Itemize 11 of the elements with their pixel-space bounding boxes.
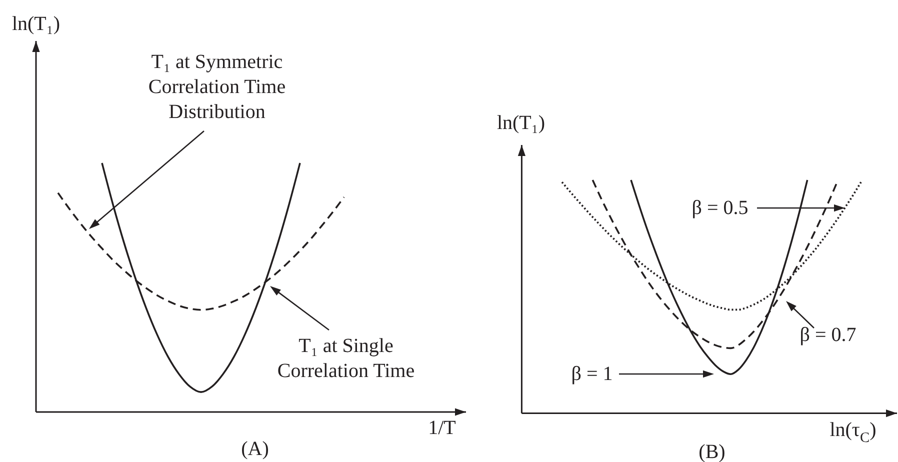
annotation: T₁ at Single Correlation Time (277, 335, 415, 382)
text: T₁ at Symmetric Correlation Time Distribution (148, 51, 286, 123)
x-axis-title: 1/T (428, 417, 456, 439)
annotation: β = 0.5 (692, 197, 748, 219)
text: (A) (241, 438, 269, 460)
annotation: β = 1 (571, 363, 613, 385)
y-axis-title: ln(T₁) (496, 112, 546, 134)
x-axis-title: ln(τ$_{C}$) (830, 419, 876, 446)
y-axis-title: ln(T₁) (12, 13, 60, 35)
text: (B) (698, 441, 726, 462)
annotation: β = 0.7 (800, 324, 856, 346)
